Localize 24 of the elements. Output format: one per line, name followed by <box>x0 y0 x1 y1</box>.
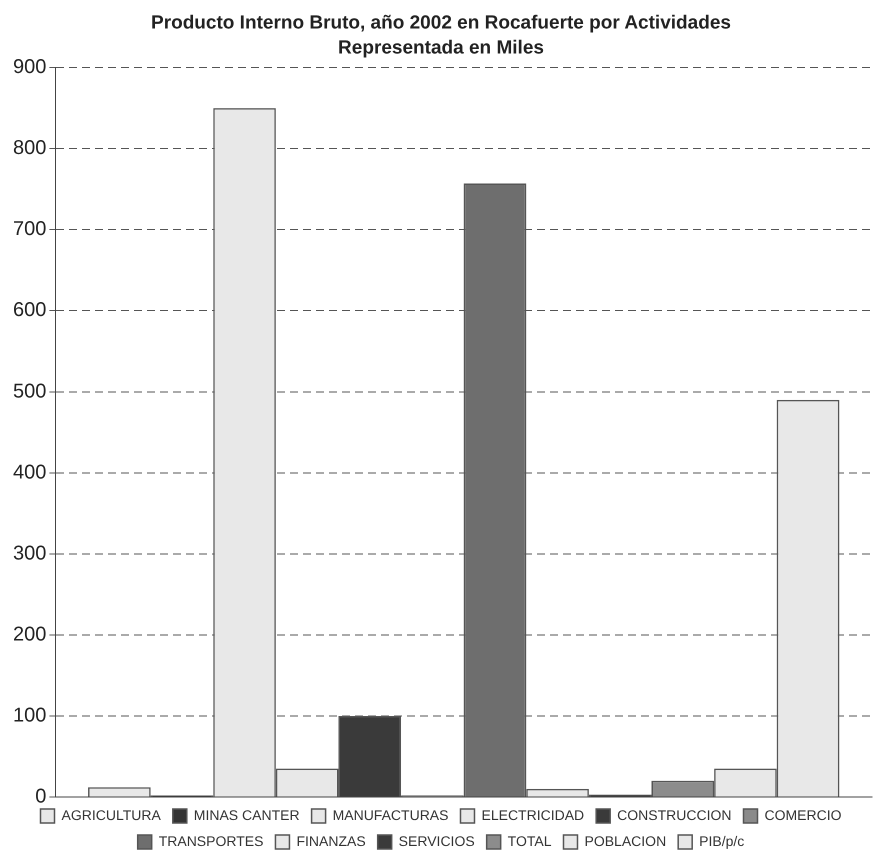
legend-label: TOTAL <box>508 832 552 849</box>
legend-label: CONSTRUCCION <box>617 806 732 823</box>
y-tick-label: 100 <box>12 704 46 726</box>
y-tick-label: 900 <box>12 56 46 78</box>
y-tick-label: 200 <box>12 623 46 646</box>
legend-label: SERVICIOS <box>398 832 475 849</box>
y-tick-label: 300 <box>12 542 46 564</box>
legend-label: MANUFACTURAS <box>332 806 448 823</box>
y-tick-label: 0 <box>35 786 46 808</box>
y-tick-label: 500 <box>12 380 46 402</box>
legend-label: TRANSPORTES <box>158 832 264 849</box>
legend-label: POBLACION <box>584 832 666 849</box>
y-tick-label: 800 <box>12 137 46 160</box>
legend-label: COMERCIO <box>764 806 842 823</box>
chart-title: Producto Interno Bruto, año 2002 en Rocafuerte por Actividades <box>151 12 731 34</box>
legend-label: MINAS CANTER <box>194 806 300 823</box>
legend-label: PIB/p/c <box>699 832 744 849</box>
y-tick-label: 400 <box>12 461 46 484</box>
y-tick-label: 700 <box>12 218 46 240</box>
legend-label: AGRICULTURA <box>62 806 162 823</box>
legend-label: FINANZAS <box>296 832 366 849</box>
chart-subtitle: Representada en Miles <box>338 37 544 58</box>
y-tick-label: 600 <box>12 299 46 322</box>
legend-label: ELECTRICIDAD <box>481 806 584 823</box>
